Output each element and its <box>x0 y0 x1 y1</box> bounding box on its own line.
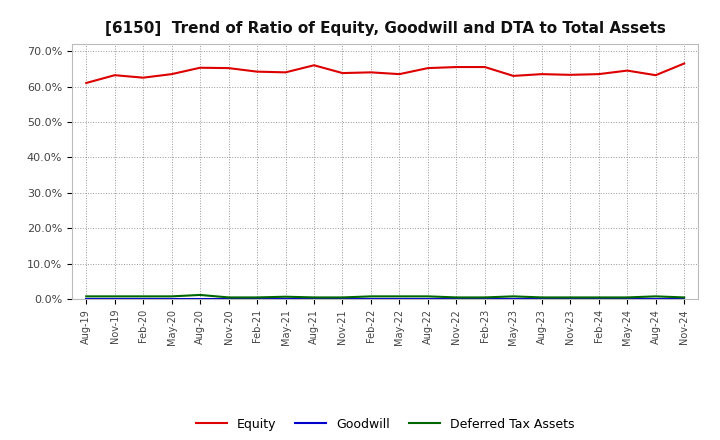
Equity <box>282 70 290 75</box>
Goodwill <box>423 297 432 302</box>
Equity <box>82 81 91 86</box>
Deferred Tax Assets <box>282 294 290 299</box>
Deferred Tax Assets <box>253 295 261 300</box>
Goodwill <box>110 297 119 302</box>
Equity <box>680 61 688 66</box>
Equity <box>480 64 489 70</box>
Goodwill <box>395 297 404 302</box>
Goodwill <box>652 297 660 302</box>
Deferred Tax Assets <box>196 292 204 297</box>
Deferred Tax Assets <box>623 295 631 300</box>
Equity <box>310 62 318 68</box>
Equity <box>225 66 233 71</box>
Deferred Tax Assets <box>680 295 688 300</box>
Goodwill <box>452 297 461 302</box>
Equity <box>509 73 518 78</box>
Goodwill <box>139 297 148 302</box>
Goodwill <box>366 297 375 302</box>
Deferred Tax Assets <box>652 294 660 299</box>
Deferred Tax Assets <box>167 294 176 299</box>
Deferred Tax Assets <box>566 295 575 300</box>
Goodwill <box>167 297 176 302</box>
Equity <box>366 70 375 75</box>
Deferred Tax Assets <box>82 294 91 299</box>
Goodwill <box>480 297 489 302</box>
Deferred Tax Assets <box>338 295 347 300</box>
Equity <box>566 72 575 77</box>
Goodwill <box>509 297 518 302</box>
Equity <box>395 71 404 77</box>
Equity <box>623 68 631 73</box>
Equity <box>196 65 204 70</box>
Equity <box>110 73 119 78</box>
Goodwill <box>338 297 347 302</box>
Deferred Tax Assets <box>480 295 489 300</box>
Equity <box>423 66 432 71</box>
Deferred Tax Assets <box>366 294 375 299</box>
Deferred Tax Assets <box>310 295 318 300</box>
Deferred Tax Assets <box>110 294 119 299</box>
Equity <box>338 70 347 76</box>
Deferred Tax Assets <box>225 295 233 300</box>
Equity <box>253 69 261 74</box>
Equity <box>452 64 461 70</box>
Goodwill <box>196 297 204 302</box>
Deferred Tax Assets <box>509 294 518 299</box>
Goodwill <box>225 297 233 302</box>
Title: [6150]  Trend of Ratio of Equity, Goodwill and DTA to Total Assets: [6150] Trend of Ratio of Equity, Goodwil… <box>105 21 665 36</box>
Equity <box>652 73 660 78</box>
Equity <box>537 71 546 77</box>
Line: Equity: Equity <box>86 63 684 83</box>
Deferred Tax Assets <box>595 295 603 300</box>
Goodwill <box>310 297 318 302</box>
Deferred Tax Assets <box>395 294 404 299</box>
Goodwill <box>282 297 290 302</box>
Line: Deferred Tax Assets: Deferred Tax Assets <box>86 295 684 297</box>
Goodwill <box>623 297 631 302</box>
Deferred Tax Assets <box>423 294 432 299</box>
Deferred Tax Assets <box>537 295 546 300</box>
Goodwill <box>566 297 575 302</box>
Goodwill <box>595 297 603 302</box>
Equity <box>139 75 148 81</box>
Goodwill <box>82 297 91 302</box>
Equity <box>167 71 176 77</box>
Goodwill <box>537 297 546 302</box>
Deferred Tax Assets <box>452 295 461 300</box>
Deferred Tax Assets <box>139 294 148 299</box>
Goodwill <box>680 297 688 302</box>
Legend: Equity, Goodwill, Deferred Tax Assets: Equity, Goodwill, Deferred Tax Assets <box>191 413 580 436</box>
Goodwill <box>253 297 261 302</box>
Equity <box>595 71 603 77</box>
